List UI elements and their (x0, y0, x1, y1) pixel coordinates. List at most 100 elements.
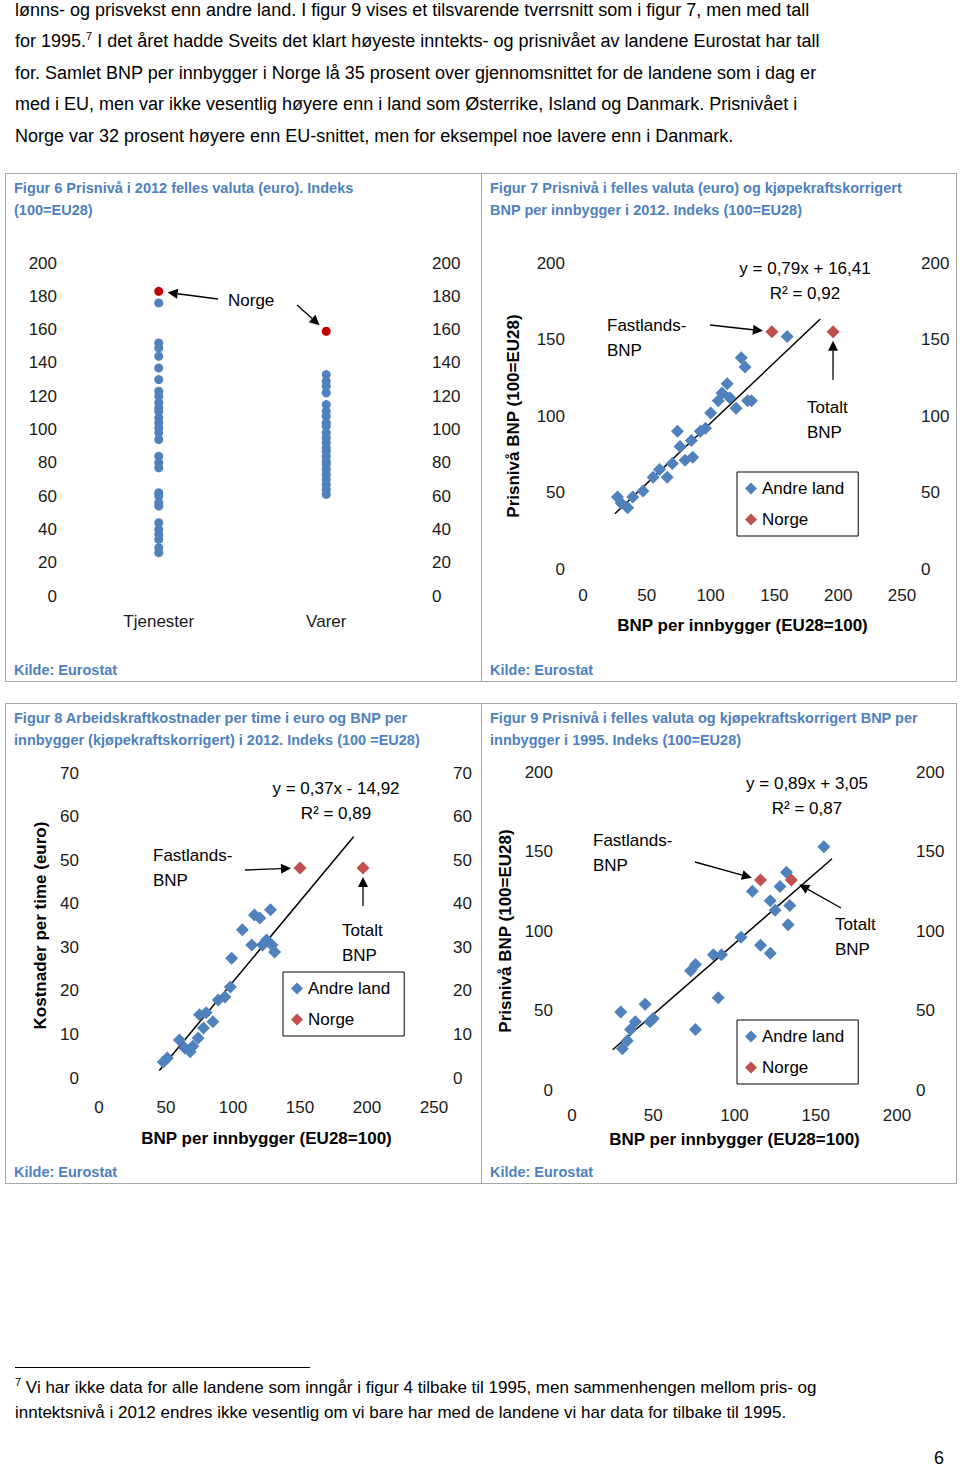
svg-text:BNP: BNP (607, 341, 642, 360)
svg-text:y = 0,37x - 14,92: y = 0,37x - 14,92 (272, 779, 399, 798)
svg-text:160: 160 (29, 320, 57, 339)
svg-text:40: 40 (38, 520, 57, 539)
svg-text:100: 100 (537, 407, 565, 426)
svg-text:100: 100 (525, 922, 553, 941)
svg-text:40: 40 (453, 894, 472, 913)
svg-text:BNP: BNP (153, 871, 188, 890)
svg-text:R² = 0,87: R² = 0,87 (772, 799, 842, 818)
svg-text:200: 200 (921, 254, 949, 273)
svg-text:60: 60 (38, 487, 57, 506)
svg-text:0: 0 (916, 1081, 925, 1100)
svg-text:100: 100 (921, 407, 949, 426)
svg-text:Norge: Norge (308, 1010, 354, 1029)
svg-text:0: 0 (70, 1069, 79, 1088)
svg-text:150: 150 (802, 1106, 830, 1125)
svg-text:Varer: Varer (306, 612, 347, 631)
svg-text:BNP per innbygger (EU28=100): BNP per innbygger (EU28=100) (141, 1129, 392, 1148)
svg-text:y = 0,79x + 16,41: y = 0,79x + 16,41 (739, 259, 870, 278)
svg-text:BNP: BNP (593, 856, 628, 875)
svg-text:50: 50 (534, 1001, 553, 1020)
svg-text:20: 20 (38, 553, 57, 572)
svg-text:BNP per innbygger (EU28=100): BNP per innbygger (EU28=100) (617, 616, 868, 635)
svg-text:30: 30 (60, 938, 79, 957)
svg-text:150: 150 (525, 842, 553, 861)
svg-text:100: 100 (219, 1098, 247, 1117)
svg-text:150: 150 (760, 586, 788, 605)
svg-text:Tjenester: Tjenester (123, 612, 194, 631)
svg-text:Totalt: Totalt (807, 398, 848, 417)
svg-text:Totalt: Totalt (342, 921, 383, 940)
svg-text:100: 100 (696, 586, 724, 605)
svg-text:250: 250 (420, 1098, 448, 1117)
svg-text:100: 100 (29, 420, 57, 439)
svg-text:50: 50 (546, 483, 565, 502)
svg-text:70: 70 (60, 764, 79, 783)
svg-text:20: 20 (60, 981, 79, 1000)
svg-text:0: 0 (578, 586, 587, 605)
svg-text:150: 150 (921, 330, 949, 349)
svg-text:200: 200 (824, 586, 852, 605)
svg-text:200: 200 (525, 763, 553, 782)
svg-text:70: 70 (453, 764, 472, 783)
svg-text:20: 20 (453, 981, 472, 1000)
svg-text:Fastlands-: Fastlands- (607, 316, 686, 335)
svg-text:Norge: Norge (762, 510, 808, 529)
svg-text:BNP: BNP (835, 940, 870, 959)
svg-text:50: 50 (637, 586, 656, 605)
svg-text:Andre land: Andre land (762, 479, 844, 498)
svg-text:60: 60 (60, 807, 79, 826)
svg-text:140: 140 (29, 353, 57, 372)
svg-text:140: 140 (432, 353, 460, 372)
svg-text:200: 200 (432, 254, 460, 273)
svg-text:0: 0 (921, 560, 930, 579)
svg-text:50: 50 (60, 851, 79, 870)
svg-text:200: 200 (29, 254, 57, 273)
svg-text:100: 100 (720, 1106, 748, 1125)
svg-text:10: 10 (60, 1025, 79, 1044)
svg-text:BNP: BNP (807, 423, 842, 442)
svg-text:160: 160 (432, 320, 460, 339)
svg-text:80: 80 (432, 453, 451, 472)
svg-text:0: 0 (544, 1081, 553, 1100)
svg-text:200: 200 (537, 254, 565, 273)
svg-text:120: 120 (432, 387, 460, 406)
svg-text:10: 10 (453, 1025, 472, 1044)
svg-text:180: 180 (432, 287, 460, 306)
svg-text:Kostnader per time (euro): Kostnader per time (euro) (31, 822, 50, 1030)
svg-text:100: 100 (432, 420, 460, 439)
svg-text:60: 60 (453, 807, 472, 826)
svg-text:Prisnivå BNP (100=EU28): Prisnivå BNP (100=EU28) (496, 829, 515, 1032)
svg-text:R² = 0,92: R² = 0,92 (770, 284, 840, 303)
svg-text:40: 40 (432, 520, 451, 539)
svg-text:200: 200 (916, 763, 944, 782)
svg-text:50: 50 (644, 1106, 663, 1125)
svg-text:Totalt: Totalt (835, 915, 876, 934)
svg-text:Norge: Norge (762, 1058, 808, 1077)
svg-text:0: 0 (48, 587, 57, 606)
svg-text:Norge: Norge (228, 291, 274, 310)
svg-text:250: 250 (888, 586, 916, 605)
svg-text:80: 80 (38, 453, 57, 472)
svg-text:0: 0 (453, 1069, 462, 1088)
svg-text:150: 150 (286, 1098, 314, 1117)
svg-text:Andre land: Andre land (308, 979, 390, 998)
svg-text:R² = 0,89: R² = 0,89 (301, 804, 371, 823)
svg-text:50: 50 (157, 1098, 176, 1117)
svg-text:50: 50 (921, 483, 940, 502)
svg-text:0: 0 (556, 560, 565, 579)
svg-text:200: 200 (883, 1106, 911, 1125)
svg-text:BNP: BNP (342, 946, 377, 965)
svg-text:0: 0 (432, 587, 441, 606)
svg-text:200: 200 (353, 1098, 381, 1117)
svg-text:50: 50 (916, 1001, 935, 1020)
svg-text:Fastlands-: Fastlands- (153, 846, 232, 865)
svg-text:y = 0,89x + 3,05: y = 0,89x + 3,05 (746, 774, 868, 793)
svg-text:150: 150 (537, 330, 565, 349)
svg-text:BNP per innbygger (EU28=100): BNP per innbygger (EU28=100) (609, 1130, 860, 1149)
svg-text:40: 40 (60, 894, 79, 913)
svg-text:150: 150 (916, 842, 944, 861)
svg-text:Andre land: Andre land (762, 1027, 844, 1046)
svg-text:100: 100 (916, 922, 944, 941)
svg-text:0: 0 (94, 1098, 103, 1117)
svg-text:Prisnivå BNP (100=EU28): Prisnivå BNP (100=EU28) (504, 314, 523, 517)
